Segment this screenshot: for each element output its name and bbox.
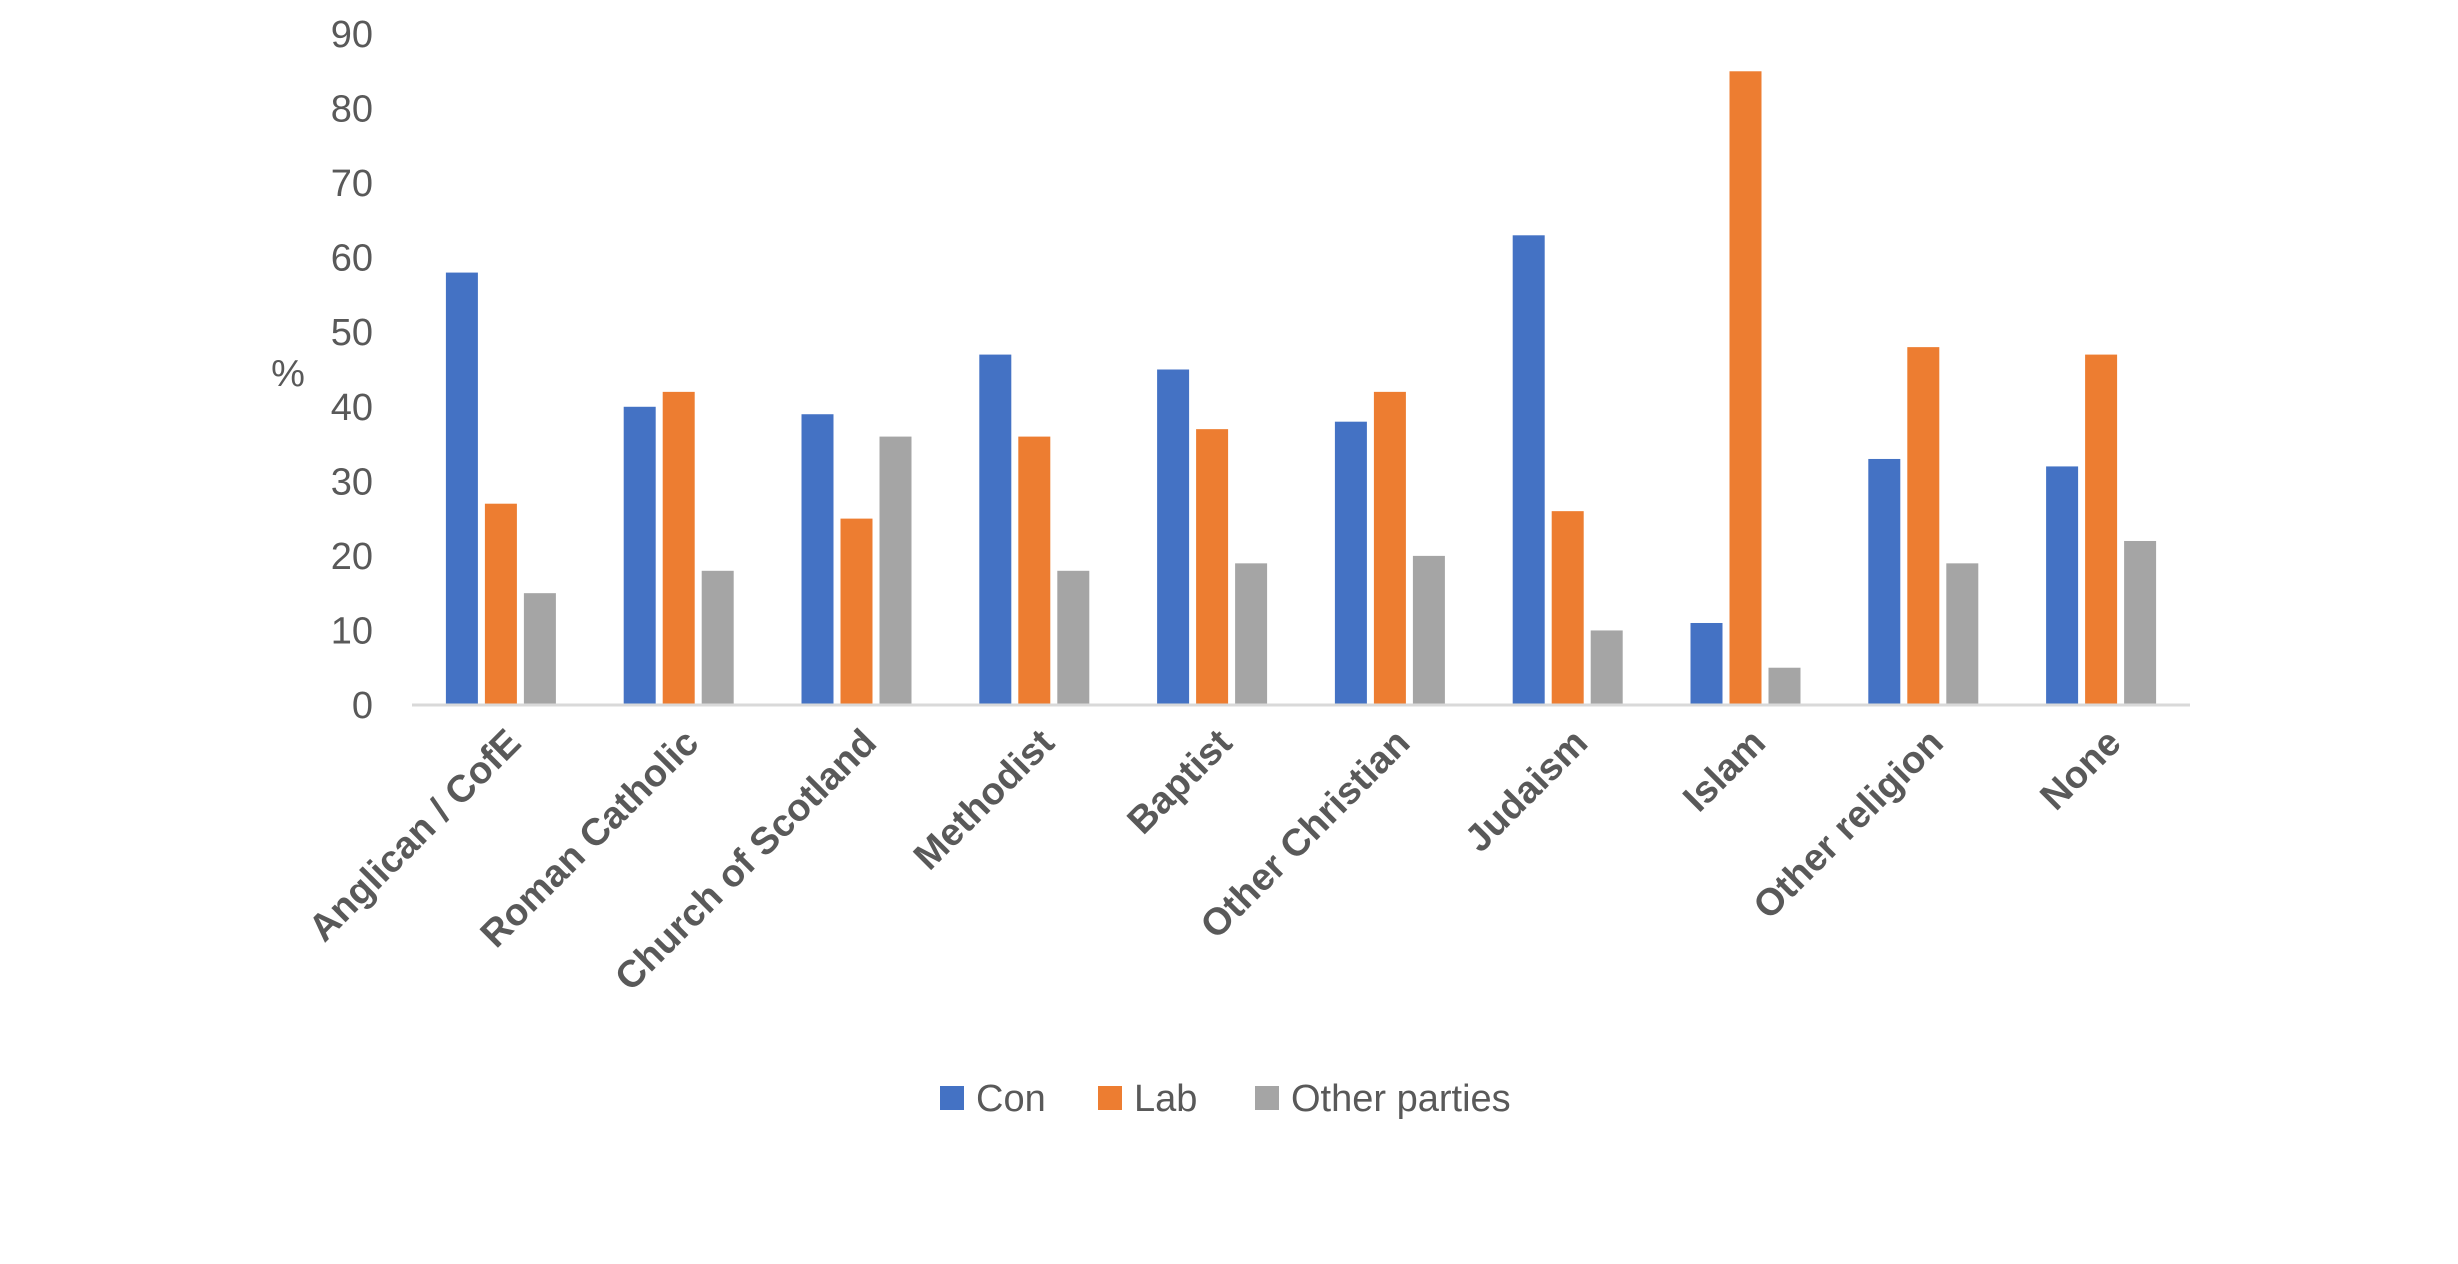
bars (445, 71, 2157, 706)
bar (1551, 511, 1584, 705)
y-tick-label: 0 (352, 685, 373, 727)
category-label: Judaism (1457, 722, 1596, 861)
legend-swatch (1098, 1086, 1122, 1110)
bar (1057, 570, 1090, 705)
legend-swatch (1255, 1086, 1279, 1110)
bar (1907, 347, 1940, 705)
bar (2124, 540, 2157, 705)
bar (1412, 555, 1445, 705)
bar (1690, 622, 1723, 705)
bar (979, 354, 1012, 705)
bar (1157, 369, 1190, 705)
bar (1235, 563, 1268, 705)
bar (623, 406, 656, 705)
bar (1868, 458, 1901, 705)
bar (1334, 421, 1367, 705)
bar (1768, 667, 1801, 705)
legend-label: Con (976, 1078, 1046, 1120)
bar (801, 414, 834, 705)
y-tick-label: 70 (331, 163, 373, 205)
legend-label: Lab (1134, 1078, 1197, 1120)
bar (1512, 235, 1545, 706)
category-label: Islam (1675, 722, 1773, 820)
bar (840, 518, 873, 705)
legend-swatch (940, 1086, 964, 1110)
y-axis-ticks: 0 10 20 30 40 50 60 70 80 90 (331, 14, 373, 727)
y-axis-title: % (271, 353, 305, 395)
bar (1373, 391, 1406, 705)
y-tick-label: 40 (331, 387, 373, 429)
y-tick-label: 30 (331, 461, 373, 503)
bar (523, 593, 556, 705)
category-label: Methodist (906, 721, 1063, 878)
bar (1946, 563, 1979, 705)
bar (1729, 71, 1762, 706)
bar (1018, 436, 1051, 705)
bar (2046, 466, 2079, 705)
bar (1590, 630, 1623, 705)
y-tick-label: 60 (331, 238, 373, 280)
bar (662, 391, 695, 705)
bar (879, 436, 912, 705)
category-label: Other religion (1746, 722, 1952, 928)
bar (701, 570, 734, 705)
y-tick-label: 90 (331, 14, 373, 56)
y-tick-label: 10 (331, 610, 373, 652)
legend: Con Lab Other parties (940, 1078, 1511, 1120)
bar (2085, 354, 2118, 705)
y-tick-label: 80 (331, 89, 373, 131)
bar (445, 272, 478, 705)
bar (1196, 429, 1229, 705)
category-label: None (2033, 722, 2130, 819)
legend-label: Other parties (1291, 1078, 1511, 1120)
category-label: Baptist (1120, 721, 1241, 842)
y-tick-label: 50 (331, 312, 373, 354)
bar (484, 503, 517, 705)
y-tick-label: 20 (331, 536, 373, 578)
